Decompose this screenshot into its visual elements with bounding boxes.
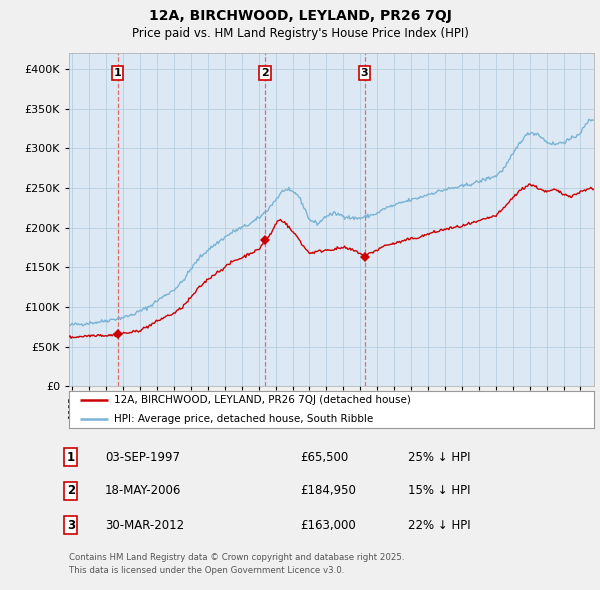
Text: 2: 2 bbox=[261, 68, 269, 78]
Text: 12A, BIRCHWOOD, LEYLAND, PR26 7QJ: 12A, BIRCHWOOD, LEYLAND, PR26 7QJ bbox=[149, 9, 451, 23]
Text: 2: 2 bbox=[67, 484, 75, 497]
Text: Price paid vs. HM Land Registry's House Price Index (HPI): Price paid vs. HM Land Registry's House … bbox=[131, 27, 469, 40]
Text: 1: 1 bbox=[114, 68, 121, 78]
Text: HPI: Average price, detached house, South Ribble: HPI: Average price, detached house, Sout… bbox=[113, 414, 373, 424]
Text: Contains HM Land Registry data © Crown copyright and database right 2025.: Contains HM Land Registry data © Crown c… bbox=[69, 553, 404, 562]
Text: 30-MAR-2012: 30-MAR-2012 bbox=[105, 519, 184, 532]
Text: This data is licensed under the Open Government Licence v3.0.: This data is licensed under the Open Gov… bbox=[69, 566, 344, 575]
Text: 22% ↓ HPI: 22% ↓ HPI bbox=[408, 519, 470, 532]
Text: 15% ↓ HPI: 15% ↓ HPI bbox=[408, 484, 470, 497]
Text: 3: 3 bbox=[361, 68, 368, 78]
Text: 03-SEP-1997: 03-SEP-1997 bbox=[105, 451, 180, 464]
Text: 25% ↓ HPI: 25% ↓ HPI bbox=[408, 451, 470, 464]
Text: 3: 3 bbox=[67, 519, 75, 532]
Text: 12A, BIRCHWOOD, LEYLAND, PR26 7QJ (detached house): 12A, BIRCHWOOD, LEYLAND, PR26 7QJ (detac… bbox=[113, 395, 410, 405]
Text: £163,000: £163,000 bbox=[300, 519, 356, 532]
Text: £65,500: £65,500 bbox=[300, 451, 348, 464]
Text: 1: 1 bbox=[67, 451, 75, 464]
Text: 18-MAY-2006: 18-MAY-2006 bbox=[105, 484, 181, 497]
Text: £184,950: £184,950 bbox=[300, 484, 356, 497]
